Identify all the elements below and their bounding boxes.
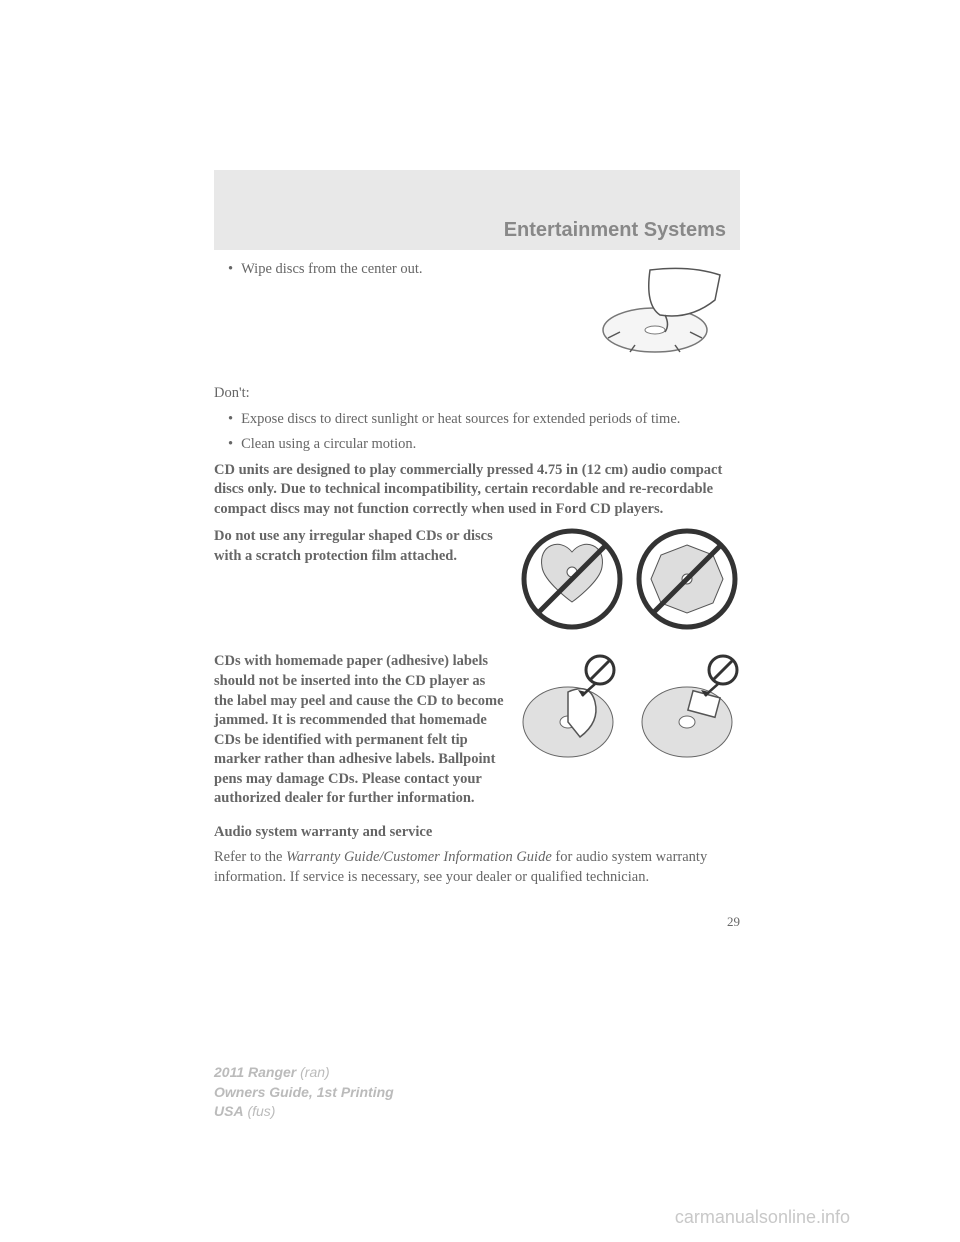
watermark: carmanualsonline.info xyxy=(675,1207,850,1228)
warranty-text: Refer to the Warranty Guide/Customer Inf… xyxy=(214,848,740,887)
labels-warning: CDs with homemade paper (adhesive) label… xyxy=(214,652,505,809)
labels-row: CDs with homemade paper (adhesive) label… xyxy=(214,652,740,815)
footer-guide: Owners Guide, 1st Printing xyxy=(214,1083,394,1103)
footer-model: 2011 Ranger xyxy=(214,1064,296,1080)
warranty-guide-title: Warranty Guide/Customer Information Guid… xyxy=(286,849,552,865)
irregular-warning: Do not use any irregular shaped CDs or d… xyxy=(214,527,505,566)
page-number: 29 xyxy=(214,914,740,930)
cd-compat-warning: CD units are designed to play commercial… xyxy=(214,461,740,520)
dont-item: Clean using a circular motion. xyxy=(228,435,740,455)
cd-labels-illustration xyxy=(520,652,740,762)
section-title: Entertainment Systems xyxy=(504,219,726,242)
dont-item: Expose discs to direct sunlight or heat … xyxy=(228,410,740,430)
wipe-row: Wipe discs from the center out. xyxy=(214,260,740,360)
footer-region-code: (fus) xyxy=(244,1103,276,1119)
document-footer: 2011 Ranger (ran) Owners Guide, 1st Prin… xyxy=(214,1063,394,1122)
warranty-heading: Audio system warranty and service xyxy=(214,823,740,843)
wipe-disc-illustration xyxy=(590,260,740,360)
section-header: Entertainment Systems xyxy=(214,170,740,250)
footer-region: USA xyxy=(214,1103,244,1119)
irregular-shapes-row: Do not use any irregular shaped CDs or d… xyxy=(214,527,740,632)
warranty-prefix: Refer to the xyxy=(214,849,286,865)
dont-label: Don't: xyxy=(214,384,740,404)
irregular-shapes-illustration xyxy=(520,527,740,632)
wipe-bullet: Wipe discs from the center out. xyxy=(228,260,570,280)
page-content: Wipe discs from the center out. Don't: E… xyxy=(0,0,960,930)
footer-model-code: (ran) xyxy=(296,1064,329,1080)
